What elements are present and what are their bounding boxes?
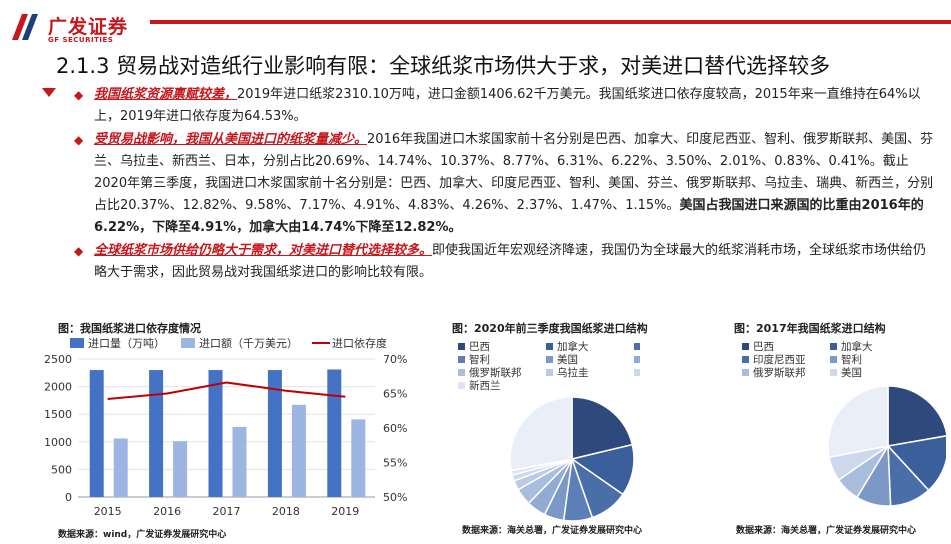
bar-amount [173, 441, 188, 497]
logo: 广发证券 GF SECURITIES [8, 8, 148, 48]
bar-volume [327, 369, 342, 497]
pie-slice [887, 385, 946, 447]
x-tick-label: 2018 [272, 505, 300, 518]
legend-label: 加拿大 [557, 340, 589, 353]
bar-amount [351, 419, 366, 497]
pie2020-source: 数据来源：海关总署，广发证券发展研究中心 [462, 526, 643, 536]
legend-swatch [458, 369, 465, 376]
bullet-item-3: ◆ 全球纸浆市场供给仍略大于需求，对美进口替代选择较多。即使我国近年宏观经济降速… [72, 240, 934, 284]
import-dependency-chart: 0 500 1000 1500 2000 2500 50% 55% 60% 65% 70% 2015 2… [44, 336, 407, 518]
bullet-highlight: 全球纸浆市场供给仍略大于需求，对美进口替代选择较多。 [94, 243, 433, 258]
legend-swatch [634, 356, 640, 363]
pie2020-chart-title: 图：2020年前三季度我国纸浆进口结构 [452, 322, 648, 335]
pie2017-chart-title: 图：2017年我国纸浆进口结构 [734, 322, 886, 335]
logo-mark-icon [12, 14, 38, 40]
legend-swatch [458, 382, 465, 389]
bar-chart-title: 图：我国纸浆进口依存度情况 [58, 322, 201, 335]
y-left-tick-label: 2500 [44, 353, 72, 366]
legend-label: 进口量（万吨） [88, 337, 165, 350]
y-right-tick-label: 55% [383, 457, 407, 470]
legend-swatch [742, 343, 749, 350]
legend-swatch [458, 343, 465, 350]
logo-text-cn: 广发证券 [48, 16, 129, 38]
bullet-text: 2016年我国进口木浆国家前十名分别是巴西、加拿大、印度尼西亚、智利、俄罗斯联邦… [94, 132, 934, 213]
y-right-tick-label: 70% [383, 353, 407, 366]
bar-amount [232, 426, 247, 497]
legend-label: 进口额（千万美元） [199, 337, 298, 350]
legend-swatch [546, 369, 553, 376]
legend-label: 加拿大 [841, 340, 873, 353]
bullet-text: 即使我国近年宏观经济降速，我国仍为全球最大的纸浆消耗市场，全球纸浆市场供给仍略大… [94, 243, 927, 280]
pie-slice-other [509, 396, 573, 472]
diamond-icon: ◆ [74, 133, 84, 147]
diamond-icon: ◆ [74, 88, 84, 102]
y-left-tick-label: 1000 [44, 436, 72, 449]
y-left-tick-label: 2000 [44, 381, 72, 394]
bar-volume [149, 370, 164, 497]
bullet-bold-text: 美国占我国进口来源国的比重由2016年的6.22%，下降至4.91%，加拿大由1… [94, 198, 924, 235]
legend-swatch [742, 356, 749, 363]
x-tick-label: 2015 [94, 505, 122, 518]
pie-slice [886, 435, 946, 492]
x-tick-label: 2017 [213, 505, 241, 518]
bullet-item-2: ◆ 受贸易战影响，我国从美国进口的纸浆量减少。2016年我国进口木浆国家前十名分… [72, 129, 934, 239]
pie-slice-other [827, 385, 889, 459]
top-divider [150, 20, 951, 24]
pie-slice [571, 396, 634, 460]
page-title: 2.1.3 贸易战对造纸行业影响有限：全球纸浆市场供大于求，对美进口替代选择较多 [56, 54, 831, 78]
bullet-highlight: 我国纸浆资源禀赋较差， [94, 87, 238, 102]
y-right-tick-label: 50% [383, 491, 407, 504]
legend-label: 巴西 [753, 341, 774, 353]
bullet-item-1: ◆ 我国纸浆资源禀赋较差，2019年进口纸浆2310.10万吨，进口金额1406… [72, 84, 934, 128]
bar-volume [208, 370, 223, 497]
legend-label: 俄罗斯联邦 [753, 366, 806, 379]
logo-text-en: GF SECURITIES [48, 36, 114, 44]
legend-label: 巴西 [469, 341, 490, 353]
legend-label: 印度尼西亚 [753, 353, 806, 366]
pie2017-source: 数据来源：海关总署，广发证券发展研究中心 [736, 526, 917, 536]
legend-swatch [634, 369, 640, 376]
bar-chart-source: 数据来源：wind，广发证券发展研究中心 [58, 530, 227, 540]
legend-label: 美国 [557, 353, 578, 366]
legend-label: 俄罗斯联邦 [469, 366, 522, 379]
legend-swatch [546, 343, 553, 350]
legend-label: 美国 [841, 366, 862, 379]
bar-amount [113, 438, 128, 497]
y-right-tick-label: 60% [383, 422, 407, 435]
y-right-tick-label: 65% [383, 388, 407, 401]
y-left-tick-label: 1500 [44, 408, 72, 421]
pie-chart-2020: 巴西加拿大印度尼西亚智利美国芬兰俄罗斯联邦乌拉圭瑞典新西兰 [458, 340, 640, 522]
diamond-icon: ◆ [74, 244, 84, 258]
y-left-tick-label: 0 [65, 491, 72, 504]
x-tick-label: 2019 [331, 505, 359, 518]
legend-label: 乌拉圭 [557, 366, 589, 379]
bar-volume [89, 370, 104, 497]
legend-swatch [830, 369, 837, 376]
bar-volume [267, 370, 282, 497]
legend-swatch [458, 356, 465, 363]
legend-swatch [546, 356, 553, 363]
bullet-highlight: 受贸易战影响，我国从美国进口的纸浆量减少。 [94, 132, 368, 147]
legend-swatch [634, 343, 640, 350]
legend-swatch [830, 356, 837, 363]
legend-label: 智利 [469, 353, 490, 366]
legend-label: 新西兰 [469, 379, 501, 392]
dependency-line [107, 381, 346, 401]
bullet-text: 2019年进口纸浆2310.10万吨，进口金额1406.62千万美元。我国纸浆进… [94, 87, 921, 124]
legend-swatch [830, 343, 837, 350]
legend-label: 智利 [841, 353, 862, 366]
legend-swatch [70, 338, 84, 348]
legend-swatch [181, 338, 195, 348]
red-triangle-icon [42, 88, 56, 97]
legend-label: 进口依存度 [332, 336, 387, 350]
y-left-tick-label: 500 [51, 463, 72, 476]
bar-amount [291, 404, 306, 497]
bullet-list: ◆ 我国纸浆资源禀赋较差，2019年进口纸浆2310.10万吨，进口金额1406… [72, 84, 934, 285]
legend-swatch [742, 369, 749, 376]
x-tick-label: 2016 [153, 505, 181, 518]
